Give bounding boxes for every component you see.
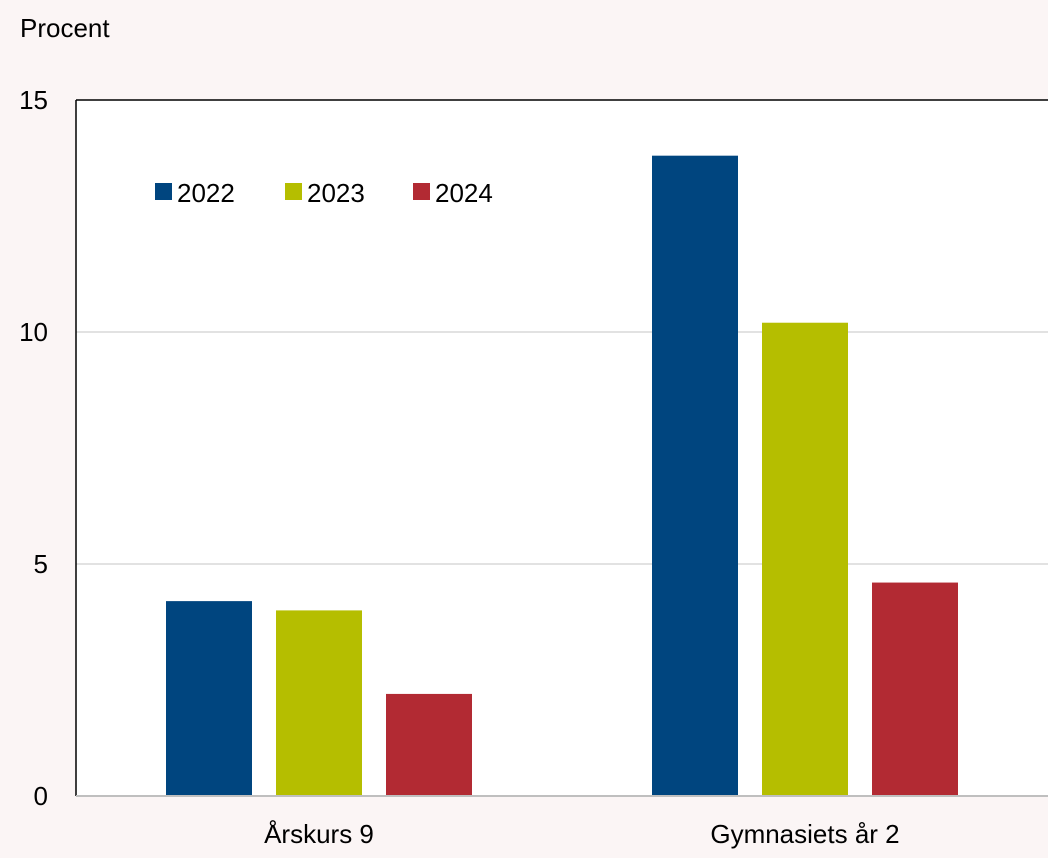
bars [166, 155, 958, 796]
legend-label: 2023 [307, 178, 365, 208]
bar-2024-1 [872, 582, 958, 796]
legend-swatch-2023 [285, 183, 302, 200]
y-tick-label: 15 [19, 85, 48, 115]
x-tick-label: Gymnasiets år 2 [710, 819, 899, 849]
bar-2023-0 [276, 610, 362, 796]
legend-label: 2024 [435, 178, 493, 208]
y-tick-labels: 0 5 10 15 [19, 85, 48, 811]
y-axis-label: Procent [20, 13, 110, 43]
y-tick-label: 10 [19, 317, 48, 347]
bar-2022-0 [166, 601, 252, 796]
bar-2023-1 [762, 322, 848, 796]
legend-swatch-2022 [155, 183, 172, 200]
y-tick-label: 0 [34, 781, 48, 811]
legend: 2022 2023 2024 [155, 178, 493, 208]
x-tick-labels: Årskurs 9 Gymnasiets år 2 [264, 819, 900, 849]
x-tick-label: Årskurs 9 [264, 819, 374, 849]
legend-label: 2022 [177, 178, 235, 208]
bar-2022-1 [652, 155, 738, 796]
axes [75, 99, 1048, 797]
gridlines [76, 331, 1048, 565]
bar-2024-0 [386, 693, 472, 796]
y-tick-label: 5 [34, 549, 48, 579]
legend-swatch-2024 [413, 183, 430, 200]
